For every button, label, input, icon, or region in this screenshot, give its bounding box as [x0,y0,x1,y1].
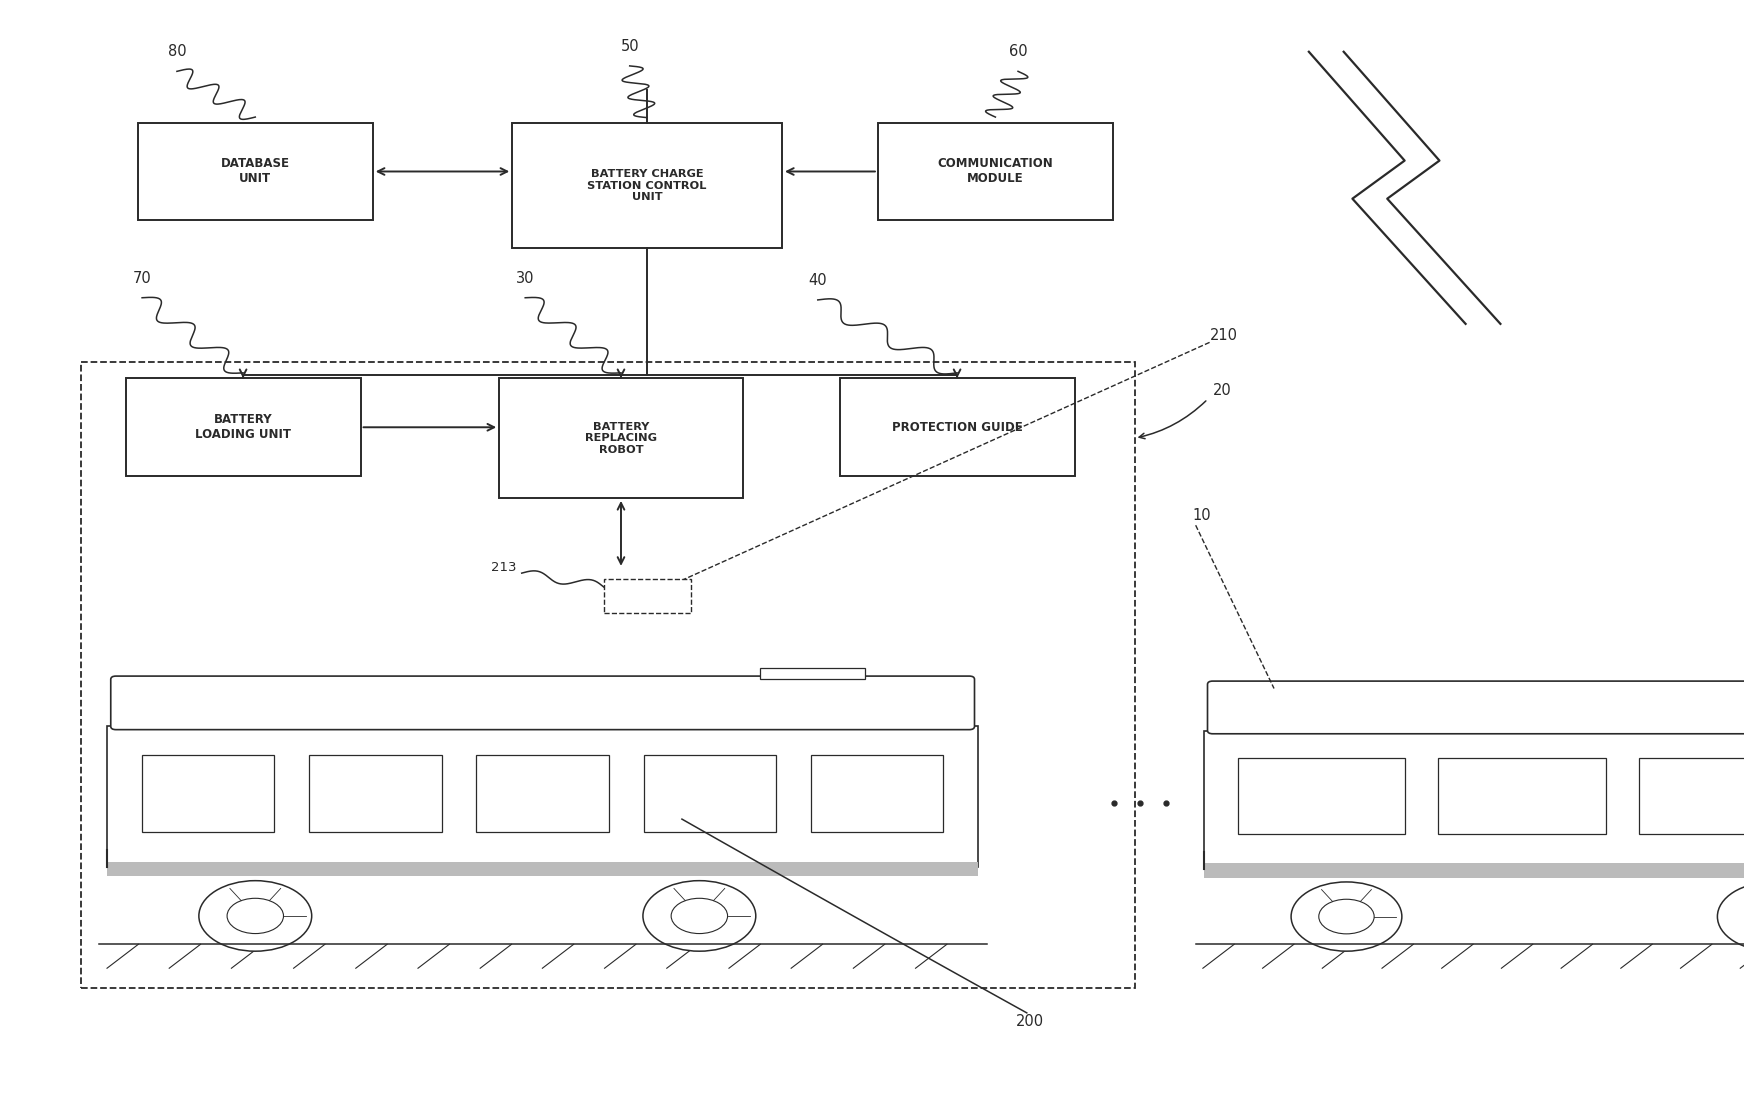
Bar [603,579,690,614]
Circle shape [1291,882,1401,951]
Bar [760,667,865,679]
Circle shape [671,898,727,933]
Bar [138,123,372,221]
Circle shape [643,881,756,951]
Text: COMMUNICATION
MODULE: COMMUNICATION MODULE [938,158,1053,186]
Text: 50: 50 [620,38,639,54]
Bar [643,755,776,833]
Bar [877,123,1113,221]
Bar [477,755,608,833]
Circle shape [1717,882,1747,951]
Text: BATTERY CHARGE
STATION CONTROL
UNIT: BATTERY CHARGE STATION CONTROL UNIT [587,170,708,202]
Text: 200: 200 [1017,1014,1045,1029]
Text: DATABASE
UNIT: DATABASE UNIT [220,158,290,186]
Bar [80,362,1136,988]
Bar [1204,731,1747,869]
Text: PROTECTION GUIDE: PROTECTION GUIDE [891,421,1022,434]
FancyBboxPatch shape [110,676,975,730]
Bar [811,755,943,833]
Circle shape [199,881,311,951]
Text: 210: 210 [1209,328,1237,344]
Text: 70: 70 [133,270,152,286]
Circle shape [1745,899,1747,934]
Bar [107,726,978,868]
Bar [126,379,360,476]
Circle shape [227,898,283,933]
Text: 10: 10 [1191,508,1211,523]
Bar [512,123,783,248]
Bar [500,379,742,498]
Circle shape [1319,899,1375,934]
Bar [1204,863,1747,877]
Bar [1438,758,1605,835]
Bar [1639,758,1747,835]
Text: 213: 213 [491,561,517,574]
Text: BATTERY
LOADING UNIT: BATTERY LOADING UNIT [196,414,292,441]
Bar [309,755,442,833]
Text: 20: 20 [1212,383,1232,397]
Text: 80: 80 [168,44,187,59]
Text: BATTERY
REPLACING
ROBOT: BATTERY REPLACING ROBOT [585,421,657,455]
Text: 60: 60 [1008,44,1027,59]
Text: 30: 30 [515,270,535,286]
Bar [107,862,978,876]
Bar [1239,758,1405,835]
Bar [840,379,1074,476]
Bar [142,755,274,833]
FancyBboxPatch shape [1207,682,1747,734]
Text: 40: 40 [809,272,826,288]
